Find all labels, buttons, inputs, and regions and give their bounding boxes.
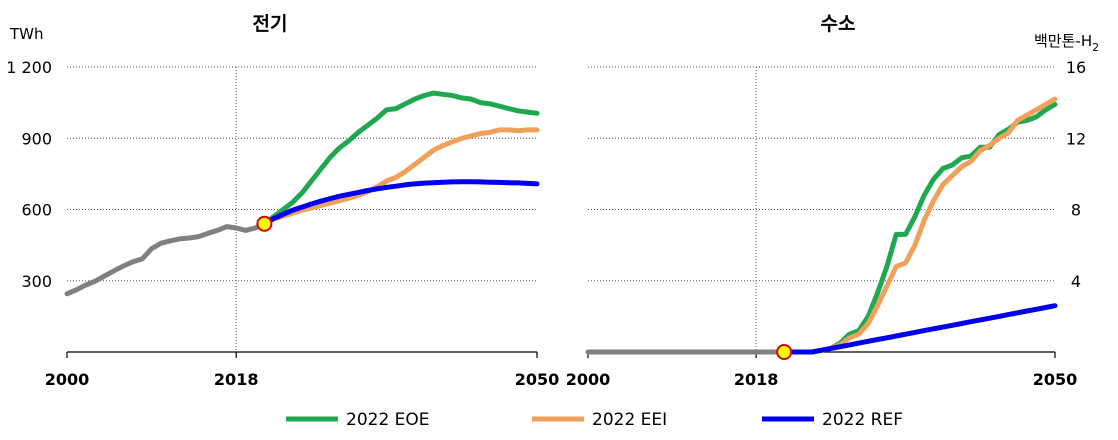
electricity-series-2022-ref bbox=[261, 179, 540, 227]
legend-label-ref: 2022 REF bbox=[822, 410, 903, 430]
electricity-chart: 전기 TWh 300 600 900 1 200 2000 2018 2050 bbox=[6, 13, 559, 389]
electricity-series-2022-eei bbox=[261, 127, 540, 227]
hydrogen-chart: 수소 백만톤-H2 4 8 12 16 2000 2018 2050 bbox=[566, 13, 1099, 389]
electricity-series-lines bbox=[64, 90, 540, 297]
electricity-x-tick-2000: 2000 bbox=[45, 370, 90, 389]
electricity-x-tick-2050: 2050 bbox=[515, 370, 560, 389]
electricity-series-2022-eoe bbox=[261, 90, 540, 227]
hydrogen-x-tick-2050: 2050 bbox=[1033, 370, 1078, 389]
hydrogen-y-tick-16: 16 bbox=[1066, 58, 1086, 77]
hydrogen-tick-labels: 4 8 12 16 2000 2018 2050 bbox=[566, 58, 1086, 389]
electricity-y-tick-300: 300 bbox=[21, 272, 52, 291]
hydrogen-start-marker bbox=[776, 344, 793, 360]
electricity-y-tick-1200: 1 200 bbox=[6, 58, 52, 77]
electricity-tick-labels: 300 600 900 1 200 2000 2018 2050 bbox=[6, 58, 559, 389]
hydrogen-unit-subscript: 2 bbox=[1092, 41, 1099, 54]
electricity-series-history bbox=[64, 221, 267, 297]
electricity-y-axis-unit: TWh bbox=[9, 25, 44, 43]
hydrogen-y-tick-8: 8 bbox=[1071, 201, 1081, 220]
hydrogen-x-tick-2000: 2000 bbox=[566, 370, 611, 389]
electricity-y-tick-900: 900 bbox=[21, 129, 52, 148]
electricity-start-marker bbox=[256, 215, 273, 232]
hydrogen-y-tick-4: 4 bbox=[1071, 272, 1081, 291]
hydrogen-y-axis-unit: 백만톤-H2 bbox=[1034, 32, 1099, 54]
hydrogen-gridlines bbox=[587, 66, 1056, 358]
electricity-y-tick-600: 600 bbox=[21, 201, 52, 220]
hydrogen-chart-title: 수소 bbox=[821, 13, 856, 35]
electricity-x-tick-2018: 2018 bbox=[214, 370, 259, 389]
legend-label-eoe: 2022 EOE bbox=[346, 410, 430, 430]
hydrogen-series-lines bbox=[585, 96, 1058, 360]
hydrogen-unit-main: 백만톤-H bbox=[1034, 32, 1092, 50]
hydrogen-x-tick-2018: 2018 bbox=[734, 370, 779, 389]
legend-label-eei: 2022 EEI bbox=[592, 410, 667, 430]
hydrogen-series-2022-ref bbox=[781, 303, 1058, 355]
electricity-chart-title: 전기 bbox=[253, 13, 288, 35]
legend: 2022 EOE 2022 EEI 2022 REF bbox=[286, 410, 903, 430]
hydrogen-y-tick-12: 12 bbox=[1066, 129, 1086, 148]
